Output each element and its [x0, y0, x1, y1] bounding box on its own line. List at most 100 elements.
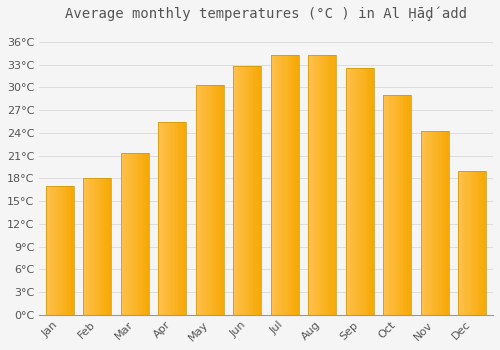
- Bar: [399, 95, 400, 315]
- Bar: [254, 66, 256, 315]
- Bar: [312, 55, 314, 315]
- Bar: [478, 171, 480, 315]
- Bar: [430, 131, 432, 315]
- Bar: [171, 121, 172, 315]
- Bar: [212, 85, 214, 315]
- Bar: [310, 55, 311, 315]
- Bar: [404, 95, 406, 315]
- Bar: [402, 95, 403, 315]
- Bar: [98, 178, 99, 315]
- Bar: [128, 153, 130, 315]
- Bar: [46, 186, 48, 315]
- Bar: [318, 55, 320, 315]
- Bar: [330, 55, 331, 315]
- Bar: [314, 55, 316, 315]
- Bar: [372, 69, 374, 315]
- Bar: [320, 55, 321, 315]
- Bar: [458, 171, 460, 315]
- Bar: [221, 85, 222, 315]
- Bar: [166, 121, 167, 315]
- Bar: [474, 171, 475, 315]
- Bar: [448, 131, 449, 315]
- Bar: [258, 66, 260, 315]
- Bar: [202, 85, 203, 315]
- Bar: [294, 55, 295, 315]
- Bar: [86, 178, 88, 315]
- Bar: [284, 55, 285, 315]
- Bar: [244, 66, 246, 315]
- Bar: [298, 55, 299, 315]
- Bar: [88, 178, 89, 315]
- Bar: [102, 178, 103, 315]
- Bar: [175, 121, 176, 315]
- Bar: [206, 85, 207, 315]
- Bar: [364, 69, 366, 315]
- Bar: [252, 66, 253, 315]
- Bar: [461, 171, 462, 315]
- Bar: [444, 131, 445, 315]
- Bar: [435, 131, 436, 315]
- Bar: [358, 69, 360, 315]
- Bar: [480, 171, 481, 315]
- Bar: [462, 171, 464, 315]
- Bar: [238, 66, 239, 315]
- Bar: [174, 121, 175, 315]
- Bar: [393, 95, 394, 315]
- Bar: [311, 55, 312, 315]
- Bar: [253, 66, 254, 315]
- Bar: [144, 153, 145, 315]
- Bar: [322, 55, 324, 315]
- Bar: [216, 85, 217, 315]
- Bar: [64, 186, 66, 315]
- Bar: [234, 66, 235, 315]
- Bar: [472, 171, 474, 315]
- Bar: [256, 66, 258, 315]
- Bar: [217, 85, 218, 315]
- Bar: [103, 178, 104, 315]
- Bar: [240, 66, 242, 315]
- Bar: [326, 55, 328, 315]
- Bar: [371, 69, 372, 315]
- Bar: [346, 69, 348, 315]
- Bar: [239, 66, 240, 315]
- Bar: [67, 186, 68, 315]
- Bar: [85, 178, 86, 315]
- Bar: [439, 131, 440, 315]
- Bar: [440, 131, 442, 315]
- Bar: [139, 153, 140, 315]
- Bar: [446, 131, 448, 315]
- Bar: [403, 95, 404, 315]
- Bar: [92, 178, 93, 315]
- Bar: [198, 85, 200, 315]
- Bar: [482, 171, 484, 315]
- Bar: [53, 186, 54, 315]
- Bar: [350, 69, 352, 315]
- Bar: [442, 131, 444, 315]
- Bar: [328, 55, 330, 315]
- Bar: [207, 85, 208, 315]
- Bar: [422, 131, 424, 315]
- Bar: [160, 121, 161, 315]
- Bar: [370, 69, 371, 315]
- Bar: [392, 95, 393, 315]
- Bar: [210, 85, 212, 315]
- Bar: [58, 186, 60, 315]
- Bar: [84, 178, 85, 315]
- Bar: [182, 121, 184, 315]
- Bar: [362, 69, 364, 315]
- Bar: [390, 95, 392, 315]
- Bar: [172, 121, 174, 315]
- Bar: [475, 171, 476, 315]
- Bar: [275, 55, 276, 315]
- Bar: [468, 171, 469, 315]
- Bar: [248, 66, 249, 315]
- Bar: [282, 55, 284, 315]
- Bar: [170, 121, 171, 315]
- Bar: [161, 121, 162, 315]
- Bar: [470, 171, 471, 315]
- Bar: [243, 66, 244, 315]
- Bar: [62, 186, 64, 315]
- Bar: [466, 171, 467, 315]
- Bar: [316, 55, 317, 315]
- Bar: [218, 85, 220, 315]
